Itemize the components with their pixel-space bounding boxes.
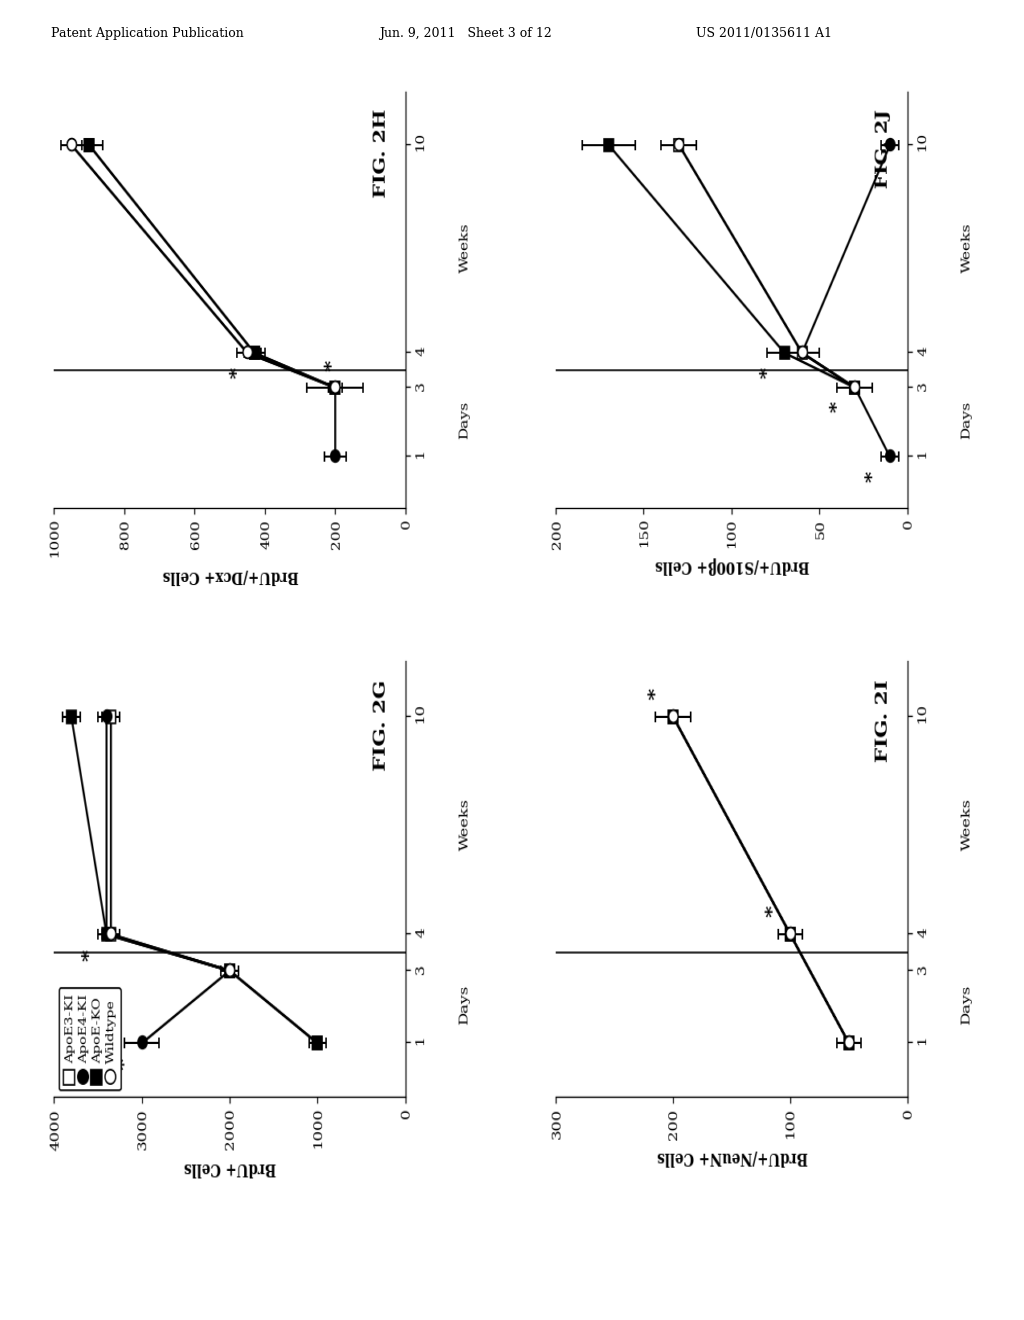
Text: Jun. 9, 2011   Sheet 3 of 12: Jun. 9, 2011 Sheet 3 of 12 bbox=[379, 26, 552, 40]
Text: Patent Application Publication: Patent Application Publication bbox=[51, 26, 244, 40]
Text: US 2011/0135611 A1: US 2011/0135611 A1 bbox=[696, 26, 833, 40]
